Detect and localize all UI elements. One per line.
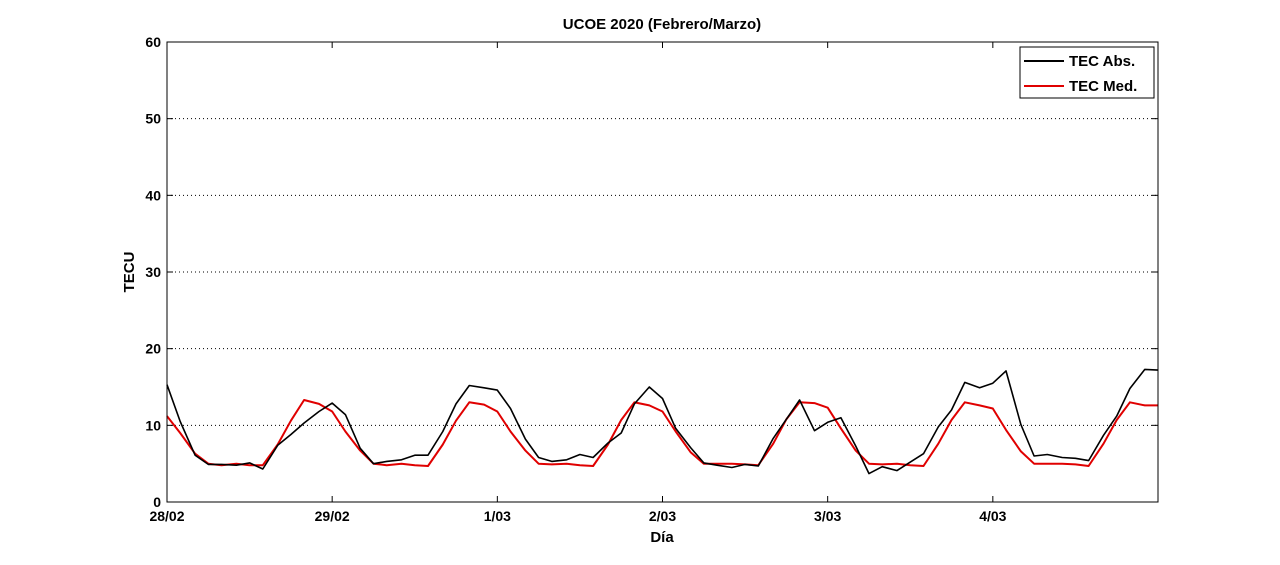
gridlines xyxy=(167,118,1158,426)
y-tick-label: 20 xyxy=(145,341,161,357)
series-line-0 xyxy=(166,368,1159,475)
y-axis-label: TECU xyxy=(121,252,138,293)
x-tick-label: 2/03 xyxy=(649,508,676,524)
x-tick-label: 4/03 xyxy=(979,508,1006,524)
y-tick-label: 60 xyxy=(145,34,161,50)
y-axis: 0 10 20 30 40 50 60 xyxy=(145,34,1158,510)
y-tick-label: 10 xyxy=(145,417,161,433)
plot-area-border xyxy=(166,41,1159,503)
series-line-1 xyxy=(166,399,1158,467)
legend-box xyxy=(1019,46,1155,99)
x-axis-label: Día xyxy=(650,529,674,546)
y-tick-label: 50 xyxy=(145,111,161,127)
legend: TEC Abs. TEC Med. xyxy=(1019,46,1155,99)
legend-label-1: TEC Med. xyxy=(1069,78,1137,95)
x-tick-label: 29/02 xyxy=(315,508,350,524)
series-lines xyxy=(166,368,1159,475)
legend-label-0: TEC Abs. xyxy=(1069,53,1135,70)
y-tick-label: 0 xyxy=(153,494,161,510)
x-tick-label: 28/02 xyxy=(149,508,184,524)
x-tick-label: 1/03 xyxy=(484,508,511,524)
chart-title: UCOE 2020 (Febrero/Marzo) xyxy=(563,16,761,33)
y-tick-label: 30 xyxy=(145,264,161,280)
x-tick-label: 3/03 xyxy=(814,508,841,524)
x-axis: 28/02 29/02 1/03 2/03 3/03 4/03 xyxy=(149,42,1007,524)
y-tick-label: 40 xyxy=(145,187,161,203)
